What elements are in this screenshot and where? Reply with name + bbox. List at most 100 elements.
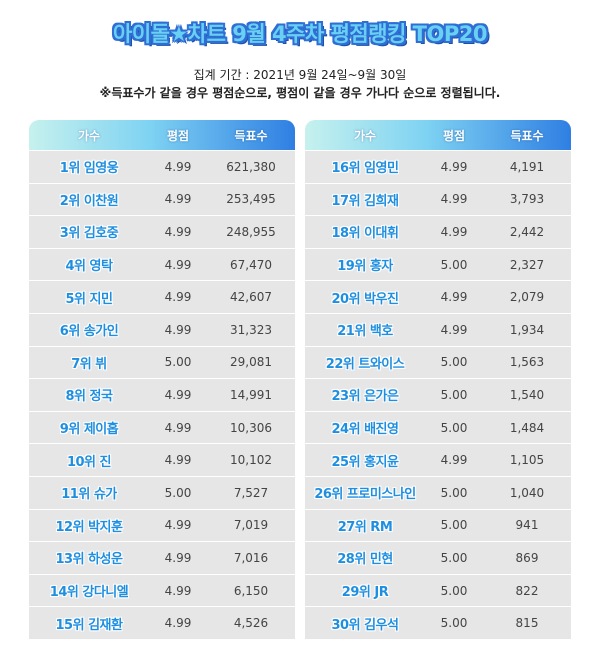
score-cell: 4.99: [164, 616, 192, 631]
singer-name: 27위 RM: [337, 519, 393, 535]
singer-name: 23위 은가은: [331, 389, 399, 405]
table-row: 11위 슈가 5.00 7,527: [29, 475, 295, 509]
singer-name: 4위 영탁: [65, 259, 113, 275]
singer-name: 24위 배진영: [331, 422, 399, 438]
singer-name: 29위 JR: [341, 585, 389, 601]
votes-cell: 29,081: [230, 355, 272, 370]
votes-cell: 7,527: [233, 485, 269, 500]
votes-cell: 10,102: [230, 453, 272, 468]
table-row: 8위 정국 4.99 14,991: [29, 378, 295, 411]
votes-cell: 2,442: [509, 224, 545, 239]
singer-name: 2위 이찬원: [59, 193, 119, 209]
votes-cell: 7,019: [233, 518, 269, 533]
votes-cell: 2,327: [509, 257, 545, 272]
singer-name: 30위 김우석: [331, 617, 399, 633]
table-row: 26위 프로미스나인 5.00 1,040: [305, 475, 571, 509]
table-header: 가수 평점 득표수: [305, 120, 571, 150]
score-cell: 4.99: [440, 159, 468, 174]
singer-name: 6위 송가인: [59, 324, 119, 340]
table-row: 29위 JR 5.00 822: [305, 573, 571, 607]
votes-cell: 941: [515, 518, 539, 533]
table-row: 30위 김우석 5.00 815: [305, 606, 571, 639]
votes-cell: 42,607: [230, 290, 272, 305]
score-cell: 5.00: [440, 485, 468, 500]
header-score: 평점: [166, 128, 190, 143]
singer-name: 1위 임영웅: [59, 161, 119, 177]
singer-name: 16위 임영민: [331, 161, 399, 177]
votes-cell: 253,495: [226, 192, 276, 207]
singer-name: 15위 김재환: [55, 617, 123, 633]
score-cell: 4.99: [440, 192, 468, 207]
table-row: 22위 트와이스 5.00 1,563: [305, 345, 571, 379]
singer-name: 25위 홍지윤: [331, 454, 399, 470]
singer-name: 20위 박우진: [331, 291, 399, 307]
singer-name: 5위 지민: [65, 291, 113, 307]
singer-name: 17위 김희재: [331, 193, 399, 209]
table-row: 10위 진 4.99 10,102: [29, 443, 295, 476]
singer-name: 28위 민현: [337, 552, 393, 568]
table-row: 14위 강다니엘 4.99 6,150: [29, 573, 295, 607]
table-body: 1위 임영웅 4.99 621,380 2위 이찬원 4.99 253,495 3위 김호중…: [29, 150, 295, 639]
score-cell: 4.99: [164, 550, 192, 565]
score-cell: 4.99: [440, 224, 468, 239]
votes-cell: 31,323: [230, 322, 272, 337]
votes-cell: 6,150: [233, 583, 269, 598]
table-row: 1위 임영웅 4.99 621,380: [29, 150, 295, 183]
singer-name: 11위 슈가: [61, 487, 117, 503]
score-cell: 4.99: [440, 290, 468, 305]
votes-cell: 1,540: [509, 387, 545, 402]
score-cell: 5.00: [440, 387, 468, 402]
sort-note: ※득표수가 같을 경우 평점순으로, 평점이 같을 경우 가나다 순으로 정렬됩…: [99, 86, 501, 100]
table-row: 21위 백호 4.99 1,934: [305, 312, 571, 346]
singer-name: 12위 박지훈: [55, 519, 123, 535]
table-row: 9위 제이홉 4.99 10,306: [29, 410, 295, 444]
votes-cell: 2,079: [509, 290, 545, 305]
score-cell: 4.99: [164, 192, 192, 207]
score-cell: 5.00: [440, 257, 468, 272]
votes-cell: 10,306: [230, 420, 272, 435]
table-row: 20위 박우진 4.99 2,079: [305, 280, 571, 313]
header-votes: 득표수: [510, 128, 544, 143]
score-cell: 4.99: [164, 159, 192, 174]
votes-cell: 1,563: [509, 355, 545, 370]
table-row: 12위 박지훈 4.99 7,019: [29, 508, 295, 542]
period-text: 집계 기간 : 2021년 9월 24일~9월 30일: [193, 68, 407, 82]
votes-cell: 67,470: [230, 257, 272, 272]
score-cell: 4.99: [164, 224, 192, 239]
header-score: 평점: [442, 128, 466, 143]
votes-cell: 621,380: [226, 159, 276, 174]
score-cell: 5.00: [440, 518, 468, 533]
score-cell: 5.00: [164, 485, 192, 500]
table-row: 17위 김희재 4.99 3,793: [305, 182, 571, 216]
score-cell: 5.00: [440, 420, 468, 435]
score-cell: 5.00: [440, 616, 468, 631]
votes-cell: 1,105: [509, 453, 545, 468]
votes-cell: 1,934: [509, 322, 545, 337]
ranking-table-left: 가수 평점 득표수 1위 임영웅 4.99 621,380 2위 이찬원 4.99 253…: [29, 120, 295, 639]
header-votes: 득표수: [234, 128, 268, 143]
votes-cell: 3,793: [509, 192, 545, 207]
score-cell: 4.99: [440, 453, 468, 468]
score-cell: 4.99: [164, 290, 192, 305]
table-row: 18위 이대휘 4.99 2,442: [305, 215, 571, 248]
score-cell: 5.00: [440, 583, 468, 598]
votes-cell: 4,191: [509, 159, 545, 174]
score-cell: 4.99: [164, 387, 192, 402]
singer-name: 18위 이대휘: [331, 226, 399, 242]
score-cell: 4.99: [164, 518, 192, 533]
singer-name: 9위 제이홉: [59, 422, 119, 438]
header-singer: 가수: [353, 128, 377, 143]
score-cell: 4.99: [440, 322, 468, 337]
singer-name: 13위 하성운: [55, 552, 123, 568]
votes-cell: 1,484: [509, 420, 545, 435]
table-row: 4위 영탁 4.99 67,470: [29, 247, 295, 281]
score-cell: 4.99: [164, 453, 192, 468]
table-row: 23위 은가은 5.00 1,540: [305, 378, 571, 411]
table-row: 2위 이찬원 4.99 253,495: [29, 182, 295, 216]
votes-cell: 1,040: [509, 485, 545, 500]
singer-name: 8위 정국: [65, 389, 113, 405]
votes-cell: 822: [515, 583, 539, 598]
singer-name: 21위 백호: [337, 324, 393, 340]
table-row: 13위 하성운 4.99 7,016: [29, 541, 295, 574]
table-row: 19위 홍자 5.00 2,327: [305, 247, 571, 281]
